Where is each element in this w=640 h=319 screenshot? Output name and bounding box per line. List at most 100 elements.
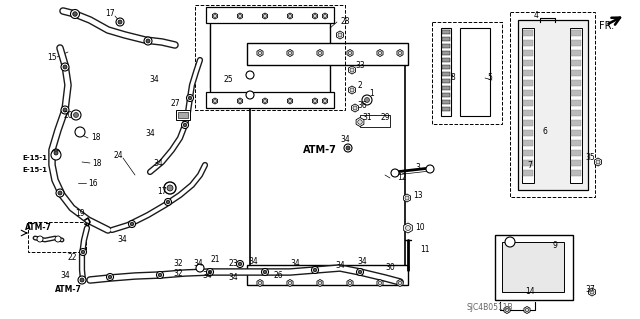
Text: 3: 3 [415, 164, 420, 173]
Bar [571, 150, 581, 156]
Circle shape [525, 308, 529, 312]
Polygon shape [257, 49, 263, 56]
Bar [571, 50, 581, 56]
Bar [442, 37, 450, 41]
Circle shape [350, 88, 354, 92]
Text: 21: 21 [211, 256, 220, 264]
Text: 18: 18 [92, 159, 102, 167]
Bar [178, 112, 188, 118]
Text: ATM-7: ATM-7 [54, 286, 81, 294]
Circle shape [505, 237, 515, 247]
Text: 34: 34 [117, 235, 127, 244]
Bar [571, 110, 581, 116]
Bar [523, 150, 533, 156]
Polygon shape [347, 279, 353, 286]
Text: 29: 29 [380, 114, 390, 122]
Text: 9: 9 [552, 241, 557, 249]
Polygon shape [404, 223, 412, 233]
Circle shape [75, 127, 85, 137]
Circle shape [348, 51, 352, 55]
Circle shape [289, 100, 291, 102]
Text: 13: 13 [413, 190, 423, 199]
Circle shape [246, 91, 254, 99]
Circle shape [52, 149, 60, 157]
Bar [247, 265, 408, 285]
Bar [571, 140, 581, 146]
Text: 10: 10 [415, 224, 425, 233]
Text: 15: 15 [47, 53, 57, 62]
Circle shape [590, 290, 594, 294]
Circle shape [378, 281, 381, 285]
Circle shape [63, 65, 67, 69]
Text: E-15-1: E-15-1 [22, 167, 47, 173]
Polygon shape [323, 13, 328, 19]
Bar [571, 160, 581, 166]
Bar [432, 22, 502, 124]
Circle shape [183, 123, 187, 127]
Polygon shape [595, 158, 602, 166]
Bar [523, 100, 533, 106]
Bar [523, 110, 533, 116]
Bar [442, 44, 450, 48]
Circle shape [406, 226, 410, 231]
Polygon shape [287, 98, 292, 104]
Text: 5: 5 [488, 73, 492, 83]
Text: 37: 37 [585, 286, 595, 294]
Bar [523, 50, 533, 56]
Bar [510, 12, 595, 197]
Bar [442, 72, 450, 76]
Bar [442, 93, 450, 97]
Circle shape [54, 151, 58, 155]
Circle shape [106, 273, 113, 280]
Text: 35: 35 [585, 153, 595, 162]
Circle shape [208, 270, 212, 274]
Bar [523, 30, 533, 36]
Bar [28, 222, 86, 252]
Circle shape [314, 14, 317, 18]
Bar [518, 20, 588, 190]
Polygon shape [349, 66, 355, 74]
Circle shape [362, 95, 372, 105]
Polygon shape [504, 307, 510, 314]
Polygon shape [287, 279, 293, 286]
Circle shape [166, 200, 170, 204]
Polygon shape [349, 86, 355, 94]
Polygon shape [377, 49, 383, 56]
Circle shape [81, 250, 84, 254]
Text: 34: 34 [248, 257, 258, 266]
Text: 7: 7 [527, 160, 532, 169]
Bar [360, 115, 390, 127]
Circle shape [323, 14, 326, 18]
Text: 32: 32 [173, 269, 183, 278]
Circle shape [73, 12, 77, 16]
Circle shape [365, 98, 369, 102]
Circle shape [129, 220, 136, 227]
Circle shape [353, 106, 357, 110]
Circle shape [157, 271, 163, 278]
Circle shape [348, 281, 352, 285]
Bar [523, 80, 533, 86]
Text: 34: 34 [340, 136, 350, 145]
Text: 8: 8 [451, 73, 456, 83]
Polygon shape [212, 13, 218, 19]
Polygon shape [257, 279, 263, 286]
Circle shape [71, 110, 81, 120]
Text: 34: 34 [149, 76, 159, 85]
Text: 34: 34 [60, 271, 70, 280]
Circle shape [80, 278, 84, 282]
Text: 18: 18 [92, 133, 100, 143]
Circle shape [37, 236, 43, 242]
Circle shape [108, 275, 112, 279]
Circle shape [289, 14, 291, 18]
Circle shape [426, 165, 434, 173]
Bar [206, 7, 334, 23]
Bar [441, 28, 451, 116]
Text: 36: 36 [357, 100, 367, 109]
Circle shape [288, 281, 292, 285]
Text: 17: 17 [105, 9, 115, 18]
Circle shape [398, 51, 402, 55]
Text: 1: 1 [370, 88, 374, 98]
Circle shape [164, 182, 176, 194]
Circle shape [237, 261, 243, 268]
Bar [571, 90, 581, 96]
